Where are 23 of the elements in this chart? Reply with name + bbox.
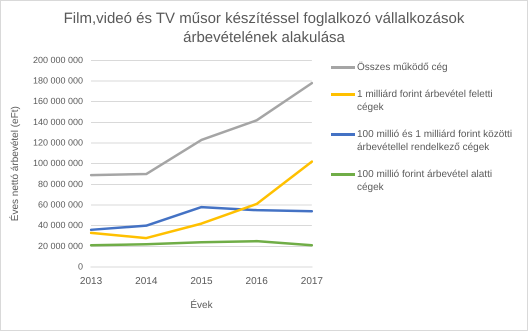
y-tick-label: 40 000 000	[38, 220, 84, 230]
y-tick-label: 0	[78, 261, 84, 272]
y-axis-title: Éves nettó árbevétel (eFt)	[8, 106, 21, 222]
y-tick-label: 120 000 000	[32, 138, 84, 148]
y-tick-label: 160 000 000	[32, 96, 84, 106]
y-tick-label: 60 000 000	[38, 200, 84, 210]
y-tick-label: 200 000 000	[32, 54, 84, 65]
y-tick-label: 20 000 000	[38, 240, 84, 251]
x-tick-label: 2013	[80, 276, 103, 287]
legend-label: 100 millió forint árbevétel alatti cégek	[357, 168, 494, 194]
x-tick-label: 2014	[135, 276, 158, 287]
legend-label: Összes működő cég	[357, 61, 448, 74]
y-tick-label: 180 000 000	[32, 76, 84, 86]
x-tick-label: 2016	[246, 276, 268, 287]
y-tick-label: 80 000 000	[38, 178, 84, 189]
x-tick-label: 2017	[300, 276, 324, 287]
y-tick-label: 140 000 000	[32, 116, 84, 127]
x-tick-label: 2015	[190, 276, 214, 287]
legend-label: 100 millió és 1 milliárd forint közötti árbevétellel rendelkező cégek	[357, 128, 514, 154]
chart-title: Film,videó és TV műsor készítéssel foglalkozó vállalkozások árbevételének alakulása	[62, 9, 466, 47]
y-tick-label: 100 000 000	[32, 158, 84, 168]
x-axis-title: Évek	[190, 298, 214, 311]
legend-label: 1 milliárd forint árbevétel feletti cégek	[357, 88, 494, 114]
